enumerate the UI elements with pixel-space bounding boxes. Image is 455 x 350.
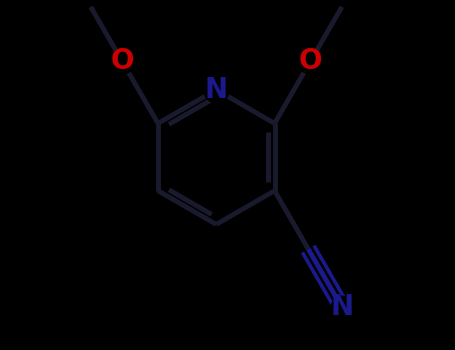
Text: N: N — [330, 293, 354, 321]
Text: O: O — [299, 47, 322, 75]
Text: N: N — [205, 76, 228, 104]
Text: O: O — [111, 47, 134, 75]
